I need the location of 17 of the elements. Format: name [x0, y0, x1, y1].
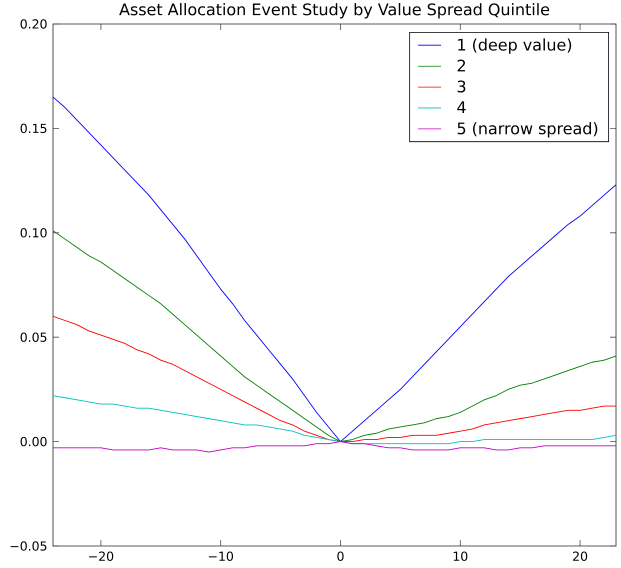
chart-title: Asset Allocation Event Study by Value Spread Quintile — [119, 3, 550, 18]
legend-label: 5 (narrow spread) — [458, 122, 598, 138]
y-tick-label: 0.15 — [20, 124, 46, 134]
x-tick-label: 0 — [337, 552, 344, 561]
y-tick-label: 0.10 — [20, 228, 47, 238]
y-tick-label: −0.05 — [10, 541, 46, 551]
x-tick-label: 20 — [573, 552, 588, 561]
x-tick-label: −20 — [89, 552, 114, 561]
legend-label: 4 — [457, 101, 466, 114]
legend-label: 1 (deep value) — [458, 38, 572, 54]
x-tick-label: 10 — [454, 552, 468, 561]
legend-label: 2 — [458, 60, 466, 72]
y-tick-label: 0.20 — [20, 19, 47, 29]
y-tick-label: 0.05 — [20, 332, 46, 342]
x-tick-label: −10 — [208, 552, 234, 561]
legend-label: 3 — [458, 80, 466, 93]
y-tick-label: 0.00 — [20, 436, 47, 446]
